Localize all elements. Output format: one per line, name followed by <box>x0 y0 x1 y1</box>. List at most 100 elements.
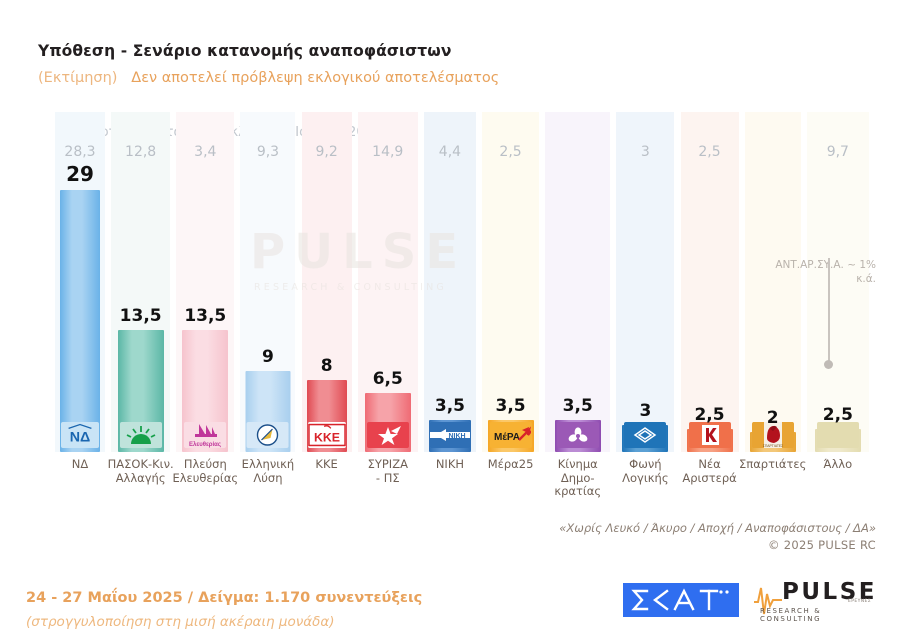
pulse-logo-sub: RESEARCH & CONSULTING <box>760 607 822 623</box>
party-label-line: κρατίας <box>554 484 602 498</box>
elliniki-lysi-logo <box>246 422 289 448</box>
party-label-line: Δημο- <box>560 470 595 485</box>
chart-column-2: 12,8 13,5 <box>111 112 171 452</box>
euro-result-value: 2,5 <box>698 144 721 160</box>
bar-value-label: 6,5 <box>372 369 403 390</box>
skai-logo <box>623 583 739 617</box>
pulse-logo-tiny: ΕΡΕΥΝΕΣ <box>848 599 872 604</box>
spartiates-logo: ΣΠΑΡΤΙΑΤΕΣ <box>751 422 794 448</box>
kke-logo: ΚΚΕ <box>307 422 346 448</box>
excluded-votes-note: «Χωρίς Λευκό / Άκυρο / Αποχή / Αναποφάσι… <box>559 521 876 535</box>
party-label-line: ΠΑΣΟΚ-Κιν. <box>107 457 174 471</box>
chart-column-9: 3,5 <box>545 112 611 452</box>
party-label-line: Σπαρτιάτες <box>739 457 807 471</box>
party-label-line: ΝΙΚΗ <box>435 457 465 471</box>
page-title: Υπόθεση - Σενάριο κατανομής αναποφάσιστω… <box>38 42 452 60</box>
subtitle-estimate-label: (Εκτίμηση) <box>38 70 118 86</box>
bar-11 <box>686 422 733 452</box>
chart-column-8: 2,5 ΜέΡΑ 3,5 <box>482 112 540 452</box>
bar-4 <box>245 370 291 452</box>
party-label-11: Νέα Αριστερά <box>675 457 745 485</box>
party-label-line: Αριστερά <box>682 470 737 485</box>
party-label-line: Αλλαγής <box>115 470 166 485</box>
bar-12: ΣΠΑΡΤΙΑΤΕΣ <box>749 422 796 452</box>
chart-column-6: 14,9 6,5 <box>357 112 418 452</box>
party-label-3: Πλεύση Ελευθερίας <box>170 457 240 485</box>
party-label-line: Λύση <box>253 470 283 485</box>
party-label-13: Άλλο <box>801 457 875 472</box>
party-label-line: Άλλο <box>823 457 853 471</box>
svg-text:ΝΔ: ΝΔ <box>70 430 91 446</box>
party-label-line: Κίνημα <box>557 457 598 471</box>
party-label-line: Πλεύση <box>183 457 227 471</box>
party-label-5: ΚΚΕ <box>296 457 358 472</box>
bar-value-label: 13,5 <box>184 306 227 327</box>
party-label-12: Σπαρτιάτες <box>739 457 807 472</box>
kinima-dimokratias-logo <box>556 422 599 448</box>
rounding-note: (στρογγυλοποίηση στη μισή ακέραιη μονάδα… <box>26 614 335 630</box>
antarsya-annotation-line2: κ.ά. <box>856 273 876 285</box>
fieldwork-note: 24 - 27 Μαΐου 2025 / Δείγμα: 1.170 συνεν… <box>26 590 423 606</box>
bar-value-label: 2,5 <box>694 405 725 426</box>
skai-logo-glyph <box>631 588 729 611</box>
annotation-pointer-line <box>828 258 830 366</box>
bar-5: ΚΚΕ <box>306 379 347 452</box>
party-label-4: Ελληνική Λύση <box>234 457 301 485</box>
chart-column-4: 9,3 9 <box>240 112 296 452</box>
antarsya-annotation-line1: ΑΝΤ.ΑΡ.ΣΥ.Α. ~ 1% <box>775 259 876 271</box>
bar-value-label: 3,5 <box>562 396 593 417</box>
party-label-8: Μέρα25 <box>476 457 545 472</box>
party-label-line: ΚΚΕ <box>315 457 338 471</box>
bar-8: ΜέΡΑ <box>487 420 534 452</box>
party-label-7: ΝΙΚΗ <box>418 457 482 472</box>
party-label-2: ΠΑΣΟΚ-Κιν. Αλλαγής <box>105 457 176 485</box>
chart-column-3: 3,4 Ελευθερίας 13,5 <box>176 112 235 452</box>
euro-result-value: 28,3 <box>64 144 96 160</box>
party-label-1: ΝΔ <box>49 457 111 472</box>
bar-10 <box>622 422 669 452</box>
svg-text:ΜέΡΑ: ΜέΡΑ <box>494 432 520 443</box>
bar-value-label: 3 <box>639 400 652 421</box>
party-label-line: Μέρα25 <box>487 457 534 471</box>
foni-logikis-logo <box>624 422 667 448</box>
bar-value-label: 13,5 <box>119 306 162 327</box>
pulse-logo: PULSE RESEARCH & CONSULTING ΕΡΕΥΝΕΣ <box>752 579 880 623</box>
euro-result-value: 4,4 <box>438 144 462 160</box>
chart-column-1: 28,3 ΝΔ 29 <box>55 112 105 452</box>
party-label-line: ΝΔ <box>71 457 89 471</box>
svg-text:ΝΙΚΗ: ΝΙΚΗ <box>448 433 465 440</box>
pulse-logo-word: PULSE <box>782 579 877 605</box>
euro-result-value: 3,4 <box>194 144 217 160</box>
footer-notes-right: «Χωρίς Λευκό / Άκυρο / Αποχή / Αναποφάσι… <box>559 520 876 554</box>
plefsi-logo: Ελευθερίας <box>184 422 227 448</box>
niki-logo: ΝΙΚΗ <box>429 422 470 448</box>
mera25-logo: ΜέΡΑ <box>489 422 532 448</box>
euro-result-value: 14,9 <box>372 144 404 160</box>
syriza-logo <box>366 422 409 448</box>
bar-value-label: 2,5 <box>822 405 853 426</box>
bar-value-label: 2 <box>766 408 779 428</box>
copyright-note: © 2025 PULSE RC <box>767 538 876 552</box>
pulse-wave-icon <box>754 587 782 615</box>
bar-6 <box>364 393 411 452</box>
bar-13 <box>814 422 861 452</box>
bar-1: ΝΔ <box>60 190 100 452</box>
chart-column-5: 9,2 ΚΚΕ 8 <box>301 112 352 452</box>
chart-column-12: ΣΠΑΡΤΙΑΤΕΣ 2 <box>744 112 801 452</box>
party-label-line: Ελληνική <box>241 457 295 471</box>
svg-text:ΣΠΑΡΤΙΑΤΕΣ: ΣΠΑΡΤΙΑΤΕΣ <box>762 444 783 448</box>
bar-3: Ελευθερίας <box>182 330 229 452</box>
party-label-9: Κίνημα Δημο-κρατίας <box>539 457 616 499</box>
party-label-line: Ελευθερίας <box>172 470 239 485</box>
chart-column-7: 4,4 ΝΙΚΗ 3,5 <box>423 112 476 452</box>
bar-chart-plot: 28,3 ΝΔ 29 12,8 13,5 3,4 Ελευθερίας 13,5 9,3 9 9,2… <box>55 112 875 452</box>
euro-result-value: 9,3 <box>256 144 280 160</box>
bar-value-label: 3,5 <box>495 396 526 417</box>
bar-2 <box>117 330 164 452</box>
annotation-pointer-dot <box>824 360 833 369</box>
svg-text:Ελευθερίας: Ελευθερίας <box>189 442 221 448</box>
euro-result-value: 12,8 <box>125 144 157 160</box>
party-label-line: Λογικής <box>622 470 669 485</box>
